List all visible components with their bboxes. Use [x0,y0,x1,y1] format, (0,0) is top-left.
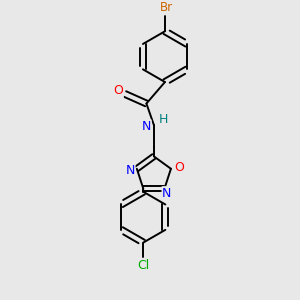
Text: H: H [159,113,168,126]
Text: N: N [126,164,135,177]
Text: O: O [113,85,123,98]
Text: N: N [142,120,151,133]
Text: N: N [162,187,172,200]
Text: Cl: Cl [137,259,149,272]
Text: O: O [174,161,184,174]
Text: Br: Br [160,2,173,14]
